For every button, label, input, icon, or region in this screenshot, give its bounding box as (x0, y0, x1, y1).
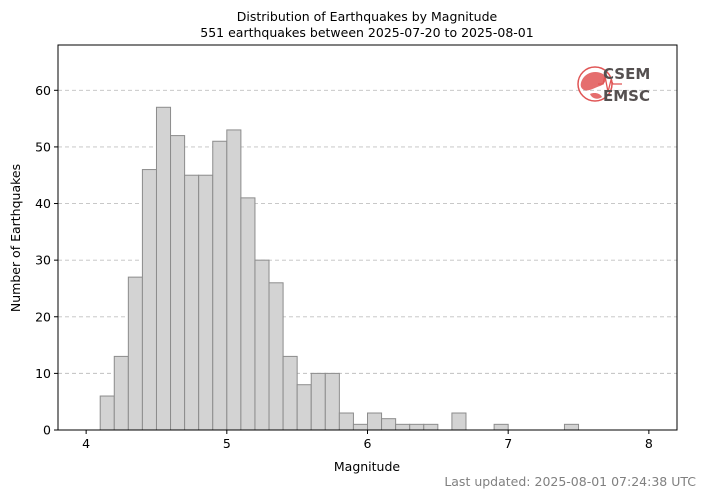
histogram-bar (141, 169, 157, 431)
y-tick-label: 60 (35, 83, 51, 98)
y-tick-label: 50 (35, 139, 51, 154)
histogram-bar (395, 423, 411, 431)
histogram-bar (367, 412, 383, 431)
histogram-bar (381, 418, 397, 431)
x-tick-label: 5 (223, 436, 231, 451)
x-tick-label: 6 (364, 436, 372, 451)
histogram-bar (99, 395, 115, 431)
y-tick-label: 40 (35, 196, 51, 211)
histogram-bar (423, 423, 439, 431)
histogram-bar (409, 423, 425, 431)
y-tick-label: 20 (35, 309, 51, 324)
x-tick-label: 4 (82, 436, 90, 451)
histogram-bar (296, 384, 312, 431)
histogram-bar (254, 259, 270, 431)
histogram-bar (113, 355, 129, 431)
x-axis-label: Magnitude (334, 459, 401, 474)
bars (99, 106, 580, 431)
y-axis-label: Number of Earthquakes (8, 164, 23, 312)
histogram-bar (127, 276, 143, 431)
histogram-bar (310, 372, 326, 431)
y-tick-label: 0 (43, 423, 51, 438)
logo-text-csem: CSEM (603, 65, 650, 83)
histogram-bar (226, 129, 242, 431)
histogram-bar (184, 174, 200, 431)
histogram-bar (268, 282, 284, 431)
chart-title: Distribution of Earthquakes by Magnitude (237, 9, 498, 24)
histogram-bar (240, 197, 256, 431)
histogram-bar (324, 372, 340, 431)
y-axis-ticks: 0 10 20 30 40 50 60 (35, 83, 58, 438)
histogram-bar (352, 423, 369, 431)
histogram-bar (198, 174, 214, 431)
histogram-bar (451, 412, 467, 431)
histogram-bar (493, 423, 509, 431)
y-tick-label: 10 (35, 366, 51, 381)
csem-emsc-logo: CSEM EMSC (577, 65, 650, 105)
histogram-bar (282, 355, 298, 431)
histogram-bar (155, 106, 172, 431)
last-updated-text: Last updated: 2025-08-01 07:24:38 UTC (444, 474, 696, 489)
logo-text-emsc: EMSC (603, 87, 650, 105)
chart-subtitle: 551 earthquakes between 2025-07-20 to 20… (200, 25, 533, 40)
histogram-bar (563, 423, 580, 431)
x-tick-label: 8 (645, 436, 653, 451)
globe-seismogram-icon (577, 66, 622, 102)
histogram-bar (170, 135, 186, 431)
x-tick-label: 7 (504, 436, 512, 451)
histogram-bar (212, 140, 228, 431)
histogram-bar (338, 412, 354, 431)
grid-lines (58, 89, 677, 374)
y-tick-label: 30 (35, 253, 51, 268)
x-axis-ticks: 4 5 6 7 8 (82, 430, 653, 451)
